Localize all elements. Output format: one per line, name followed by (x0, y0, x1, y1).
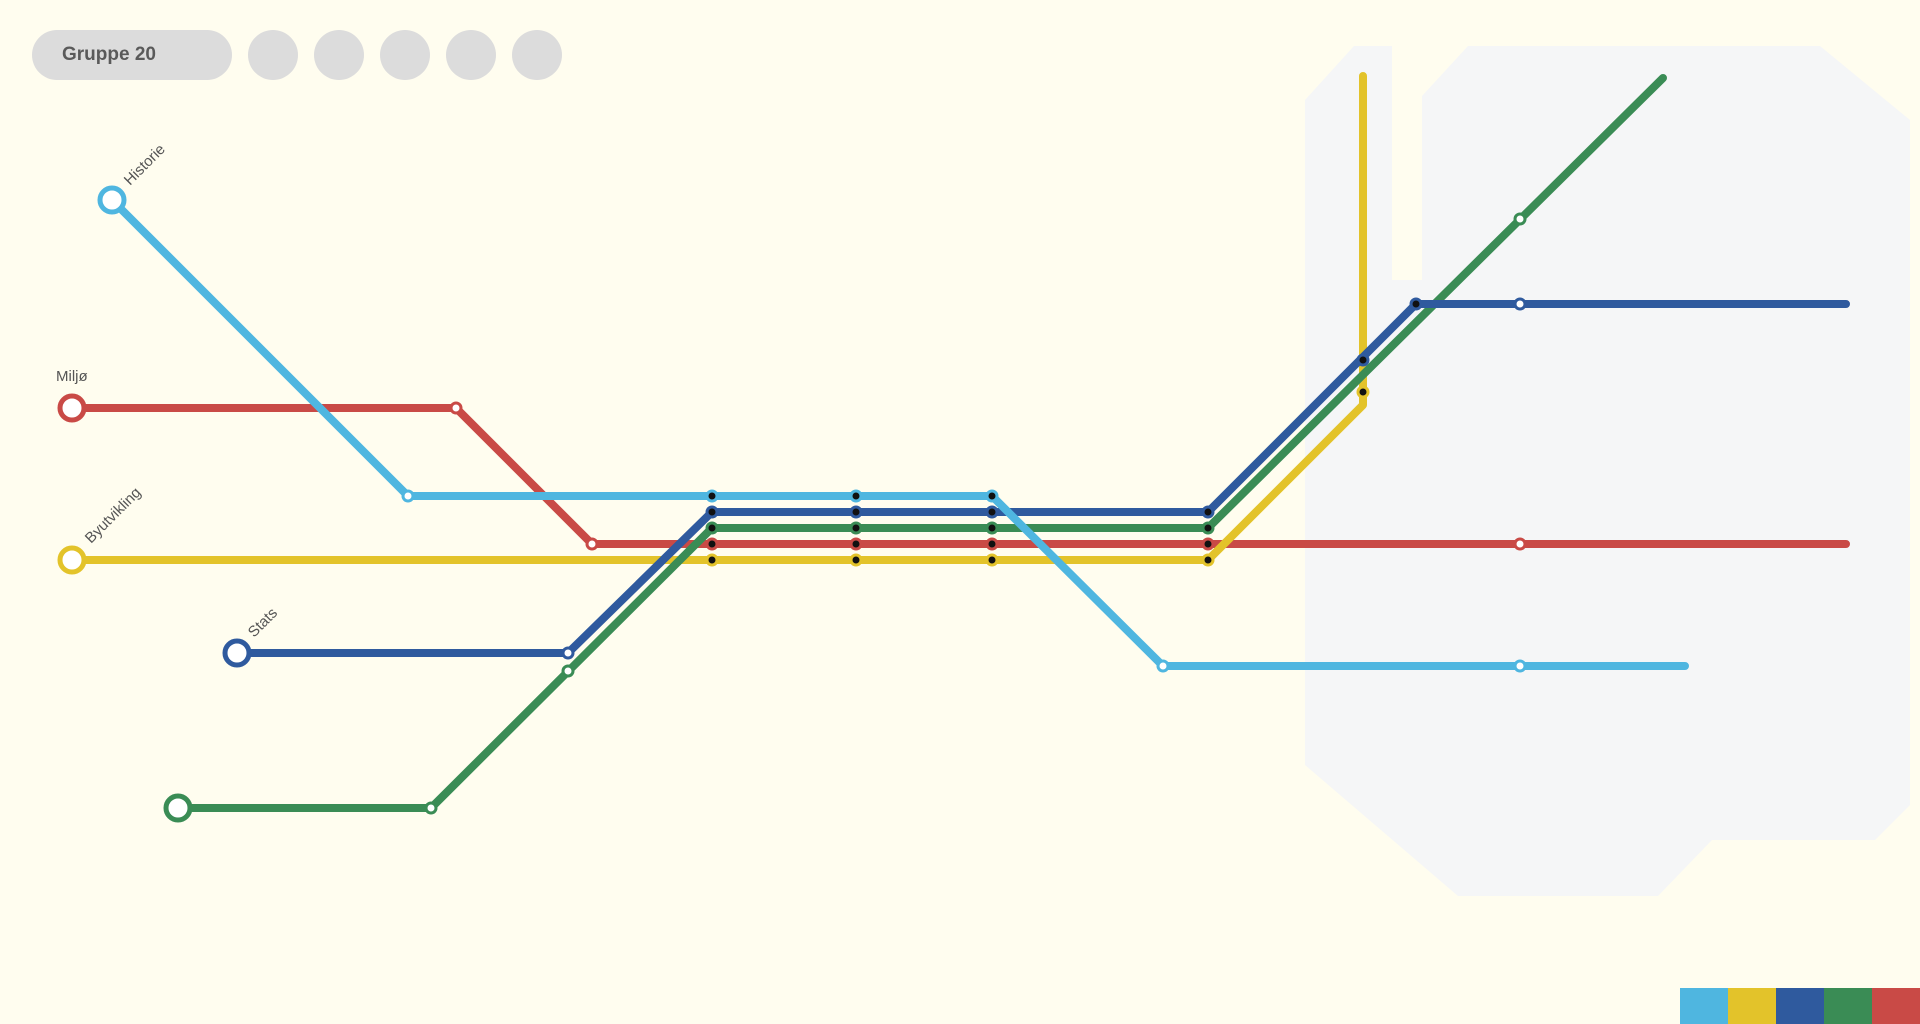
map-region (1305, 46, 1910, 896)
terminal-stats[interactable] (222, 638, 252, 668)
terminal-byutvikling[interactable] (57, 545, 87, 575)
station-stop[interactable] (1513, 212, 1527, 226)
station-stop[interactable] (1513, 659, 1527, 673)
station-stop[interactable] (561, 646, 575, 660)
label-historie: Historie (121, 141, 169, 189)
terminals-layer (57, 185, 252, 823)
interchange-stop[interactable] (705, 489, 719, 503)
interchange-stop[interactable] (705, 537, 719, 551)
interchange-stop[interactable] (985, 489, 999, 503)
terminal-green[interactable] (163, 793, 193, 823)
label-miljo: Miljø (56, 368, 88, 385)
swatch-green[interactable] (1824, 988, 1872, 1024)
interchange-stop[interactable] (985, 553, 999, 567)
station-stop[interactable] (1513, 537, 1527, 551)
interchange-stop[interactable] (985, 505, 999, 519)
toolbar-button-2[interactable] (314, 30, 364, 80)
interchange-stop[interactable] (849, 489, 863, 503)
interchange-stop[interactable] (1201, 553, 1215, 567)
swatch-red[interactable] (1872, 988, 1920, 1024)
group-selector-button[interactable]: Gruppe 20 (32, 30, 232, 80)
interchange-stop[interactable] (849, 553, 863, 567)
station-stop[interactable] (424, 801, 438, 815)
toolbar-button-3[interactable] (380, 30, 430, 80)
terminal-historie[interactable] (97, 185, 127, 215)
label-byutvikling: Byutvikling (82, 484, 145, 547)
interchange-stop[interactable] (1356, 353, 1370, 367)
line-stats[interactable] (233, 300, 1850, 657)
line-byutvikling[interactable] (68, 72, 1367, 564)
toolbar-button-5[interactable] (512, 30, 562, 80)
color-swatch-bar (1680, 988, 1920, 1024)
interchange-stop[interactable] (985, 537, 999, 551)
station-stop[interactable] (561, 664, 575, 678)
interchange-stop[interactable] (1409, 297, 1423, 311)
swatch-light-blue[interactable] (1680, 988, 1728, 1024)
interchange-stop[interactable] (705, 505, 719, 519)
label-stats: Stats (245, 605, 281, 641)
stations-layer (401, 212, 1527, 815)
station-stop[interactable] (585, 537, 599, 551)
interchange-stop[interactable] (1201, 537, 1215, 551)
interchange-stop[interactable] (849, 505, 863, 519)
terminal-miljo[interactable] (57, 393, 87, 423)
interchange-stop[interactable] (849, 521, 863, 535)
swatch-yellow[interactable] (1728, 988, 1776, 1024)
station-stop[interactable] (401, 489, 415, 503)
toolbar-button-1[interactable] (248, 30, 298, 80)
interchange-stop[interactable] (1201, 521, 1215, 535)
interchange-stop[interactable] (1356, 385, 1370, 399)
interchange-stop[interactable] (849, 537, 863, 551)
interchange-stop[interactable] (705, 553, 719, 567)
station-stop[interactable] (1156, 659, 1170, 673)
interchange-stop[interactable] (705, 521, 719, 535)
station-stop[interactable] (449, 401, 463, 415)
station-stop[interactable] (1513, 297, 1527, 311)
labels-layer: Historie Miljø Byutvikling Stats (56, 141, 281, 641)
interchange-stop[interactable] (985, 521, 999, 535)
interchange-stations (705, 297, 1423, 567)
interchange-stop[interactable] (1201, 505, 1215, 519)
toolbar-button-4[interactable] (446, 30, 496, 80)
toolbar: Gruppe 20 (32, 30, 562, 80)
swatch-dark-blue[interactable] (1776, 988, 1824, 1024)
